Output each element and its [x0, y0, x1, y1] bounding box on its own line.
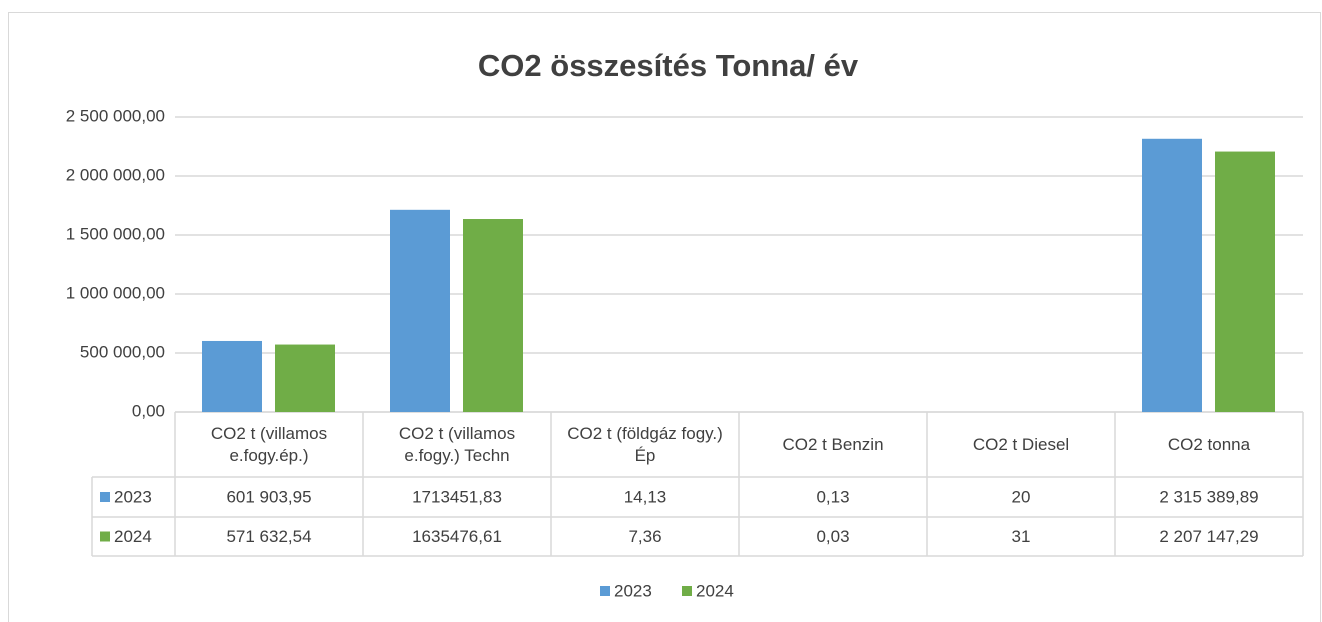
x-tick-label: CO2 tonna	[1167, 434, 1251, 454]
table-value: 7,36	[628, 527, 661, 546]
table-value: 2 315 389,89	[1159, 487, 1258, 506]
y-tick-label: 500 000,00	[80, 342, 165, 361]
bar	[1215, 151, 1275, 412]
table-value: 1713451,83	[412, 487, 502, 506]
table-value: 571 632,54	[226, 527, 311, 546]
table-value: 0,03	[816, 527, 849, 546]
chart-border	[8, 12, 1321, 622]
bar	[275, 344, 335, 412]
table-value: 31	[1012, 527, 1031, 546]
x-tick-label: CO2 t (villamos e.fogy.) Techn	[398, 424, 516, 465]
legend-label: 2023	[614, 581, 652, 600]
legend-key	[100, 492, 110, 502]
table-value: 20	[1012, 487, 1031, 506]
x-tick-label: CO2 t Benzin	[782, 434, 884, 454]
row-header: 2023	[114, 487, 152, 506]
table-value: 14,13	[624, 487, 667, 506]
legend-key	[682, 586, 692, 596]
legend-key	[600, 586, 610, 596]
y-tick-label: 2 500 000,00	[66, 106, 165, 125]
table-value: 0,13	[816, 487, 849, 506]
row-header: 2024	[114, 527, 152, 546]
table-value: 1635476,61	[412, 527, 502, 546]
category-cell: CO2 t (villamos e.fogy.ép.)	[210, 424, 328, 465]
table-value: 2 207 147,29	[1159, 527, 1258, 546]
chart-title: CO2 összesítés Tonna/ év	[478, 48, 859, 83]
bar	[463, 219, 523, 412]
category-cell: CO2 tonna	[1167, 434, 1251, 454]
y-tick-label: 1 000 000,00	[66, 283, 165, 302]
category-cell: CO2 t (villamos e.fogy.) Techn	[398, 424, 516, 465]
table-value: 601 903,95	[226, 487, 311, 506]
bar	[202, 340, 262, 412]
category-cell: CO2 t (földgáz fogy.) Ép	[567, 424, 723, 465]
x-tick-label: CO2 t Diesel	[972, 434, 1070, 454]
legend-key	[100, 531, 110, 542]
y-tick-label: 1 500 000,00	[66, 224, 165, 243]
x-tick-label: CO2 t (villamos e.fogy.ép.)	[210, 424, 328, 465]
bar	[390, 209, 450, 412]
category-cell: CO2 t Benzin	[782, 434, 884, 454]
category-cell: CO2 t Diesel	[972, 434, 1070, 454]
legend-label: 2024	[696, 581, 734, 600]
y-tick-label: 2 000 000,00	[66, 165, 165, 184]
bar	[1142, 138, 1202, 412]
y-tick-label: 0,00	[132, 401, 165, 420]
x-tick-label: CO2 t (földgáz fogy.) Ép	[567, 424, 723, 465]
